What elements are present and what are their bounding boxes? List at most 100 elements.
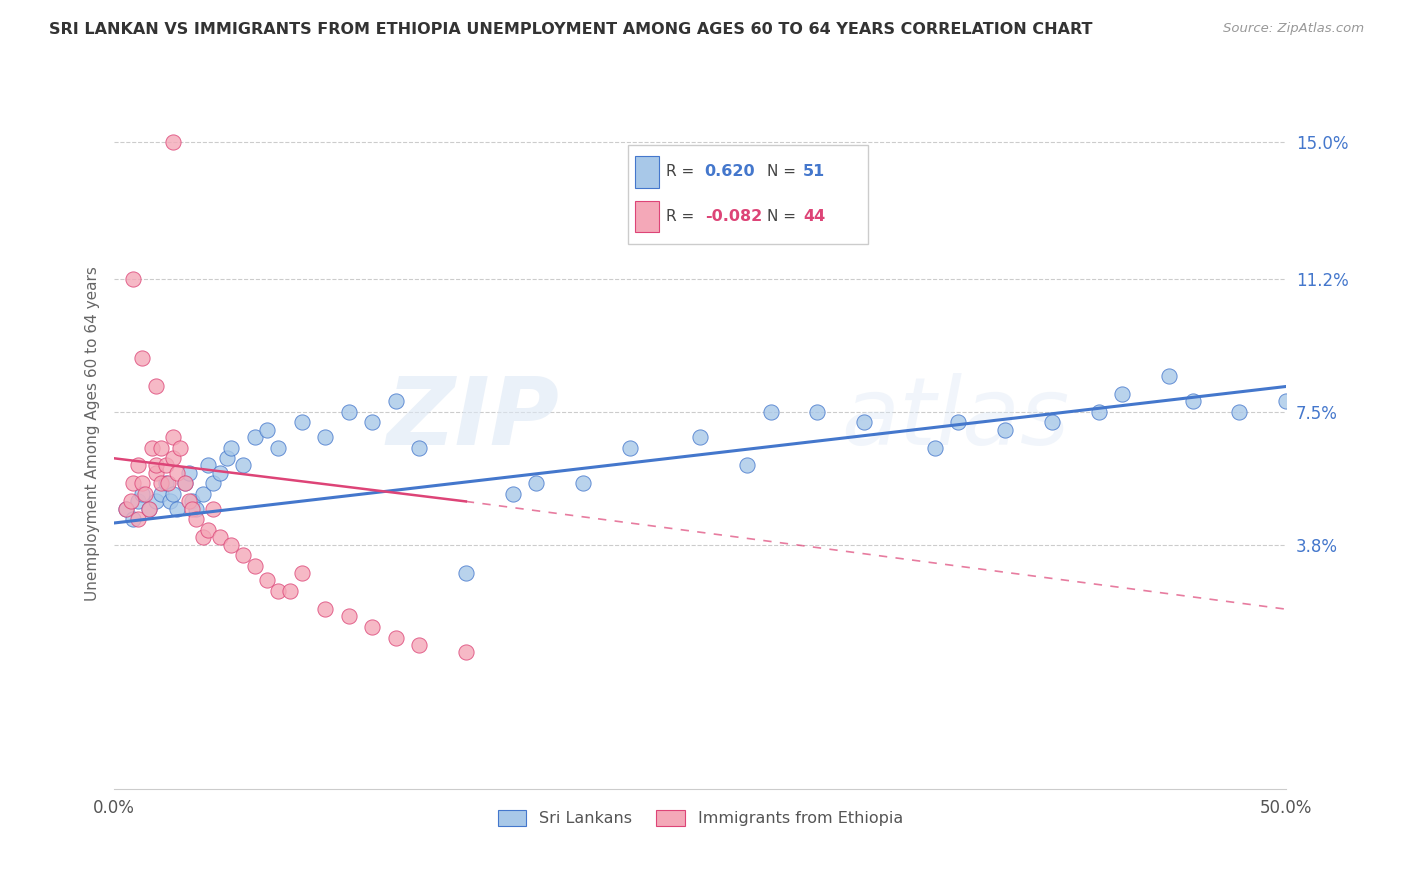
Point: [454, 566, 477, 581]
Point: [155, 476, 177, 491]
Point: [127, 458, 149, 473]
Bar: [636, 201, 659, 233]
Point: [291, 416, 314, 430]
Point: [115, 501, 138, 516]
Point: [120, 494, 142, 508]
Point: [122, 271, 145, 285]
Point: [1229, 404, 1251, 418]
Point: [759, 404, 782, 418]
Point: [408, 638, 430, 652]
Point: [232, 549, 254, 563]
Point: [193, 487, 215, 501]
Point: [221, 537, 243, 551]
Point: [924, 441, 946, 455]
Point: [173, 476, 195, 491]
Point: [256, 423, 278, 437]
Point: [180, 494, 202, 508]
Point: [131, 351, 153, 365]
Text: N =: N =: [768, 209, 801, 224]
Point: [150, 441, 173, 455]
Point: [150, 476, 173, 491]
Text: N =: N =: [768, 164, 801, 179]
Point: [127, 512, 149, 526]
Point: [145, 494, 167, 508]
Point: [1159, 368, 1181, 383]
Point: [735, 458, 758, 473]
Point: [201, 501, 224, 516]
Point: [384, 631, 406, 645]
Point: [502, 487, 524, 501]
Point: [186, 501, 208, 516]
Point: [208, 466, 231, 480]
Point: [159, 494, 181, 508]
Point: [337, 609, 360, 624]
Bar: [636, 156, 659, 187]
Point: [162, 451, 184, 466]
Point: [145, 466, 167, 480]
Point: [166, 466, 188, 480]
Point: [150, 487, 173, 501]
Point: [572, 476, 595, 491]
Point: [853, 416, 876, 430]
Point: [291, 566, 314, 581]
Point: [278, 584, 301, 599]
Point: [256, 574, 278, 588]
Point: [145, 379, 167, 393]
Point: [131, 487, 153, 501]
Point: [197, 458, 219, 473]
Point: [169, 441, 191, 455]
Point: [145, 458, 167, 473]
FancyBboxPatch shape: [628, 145, 868, 244]
Text: 51: 51: [803, 164, 825, 179]
Text: ZIP: ZIP: [387, 373, 560, 465]
Y-axis label: Unemployment Among Ages 60 to 64 years: Unemployment Among Ages 60 to 64 years: [86, 266, 100, 600]
Text: R =: R =: [666, 209, 699, 224]
Point: [361, 416, 384, 430]
Point: [138, 501, 160, 516]
Point: [122, 476, 145, 491]
Point: [314, 602, 336, 616]
Point: [162, 487, 184, 501]
Point: [180, 501, 202, 516]
Point: [155, 458, 177, 473]
Point: [946, 416, 969, 430]
Legend: Sri Lankans, Immigrants from Ethiopia: Sri Lankans, Immigrants from Ethiopia: [489, 802, 911, 834]
Text: 44: 44: [803, 209, 825, 224]
Point: [267, 441, 290, 455]
Text: 0.620: 0.620: [704, 164, 755, 179]
Point: [267, 584, 290, 599]
Point: [243, 430, 266, 444]
Point: [179, 494, 201, 508]
Point: [243, 559, 266, 574]
Point: [166, 501, 188, 516]
Point: [384, 393, 406, 408]
Point: [201, 476, 224, 491]
Point: [193, 530, 215, 544]
Text: SRI LANKAN VS IMMIGRANTS FROM ETHIOPIA UNEMPLOYMENT AMONG AGES 60 TO 64 YEARS CO: SRI LANKAN VS IMMIGRANTS FROM ETHIOPIA U…: [49, 22, 1092, 37]
Point: [1088, 404, 1111, 418]
Point: [232, 458, 254, 473]
Point: [994, 423, 1017, 437]
Point: [162, 135, 184, 149]
Point: [454, 645, 477, 659]
Text: -0.082: -0.082: [704, 209, 762, 224]
Point: [186, 512, 208, 526]
Point: [115, 501, 138, 516]
Point: [1040, 416, 1063, 430]
Point: [408, 441, 430, 455]
Point: [215, 451, 238, 466]
Text: Source: ZipAtlas.com: Source: ZipAtlas.com: [1223, 22, 1364, 36]
Point: [221, 441, 243, 455]
Point: [314, 430, 336, 444]
Point: [162, 430, 184, 444]
Text: R =: R =: [666, 164, 699, 179]
Point: [208, 530, 231, 544]
Point: [337, 404, 360, 418]
Point: [619, 441, 641, 455]
Point: [122, 512, 145, 526]
Point: [197, 523, 219, 537]
Point: [157, 476, 180, 491]
Point: [179, 466, 201, 480]
Point: [127, 494, 149, 508]
Point: [361, 620, 384, 634]
